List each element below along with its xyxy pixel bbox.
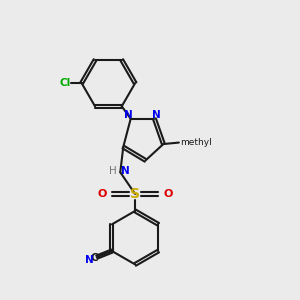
Text: S: S bbox=[130, 187, 140, 201]
Text: N: N bbox=[152, 110, 161, 120]
Text: N: N bbox=[85, 255, 93, 265]
Text: O: O bbox=[163, 189, 172, 199]
Text: N: N bbox=[121, 167, 130, 176]
Text: N: N bbox=[124, 110, 133, 120]
Text: C: C bbox=[90, 253, 98, 263]
Text: Cl: Cl bbox=[59, 78, 70, 88]
Text: H: H bbox=[109, 167, 116, 176]
Text: methyl: methyl bbox=[180, 138, 212, 147]
Text: O: O bbox=[98, 189, 107, 199]
